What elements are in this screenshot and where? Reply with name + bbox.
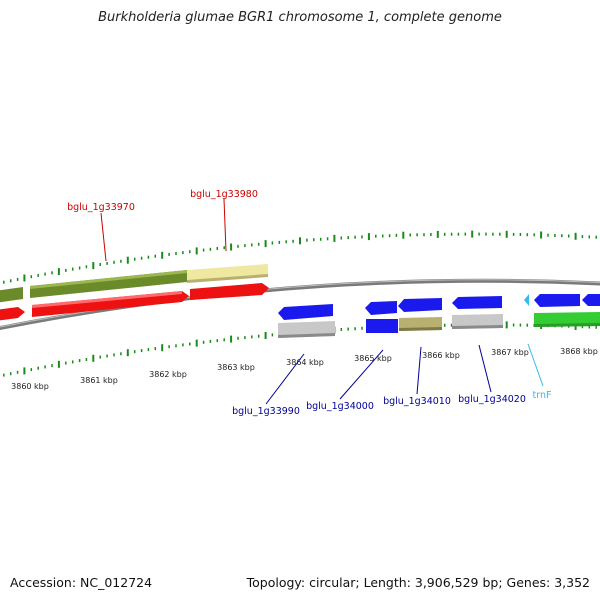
reverse-gene-track bbox=[278, 312, 600, 338]
forward-gene-track bbox=[0, 264, 268, 303]
cds-arrow[interactable] bbox=[190, 283, 269, 300]
gene-segment[interactable] bbox=[187, 274, 268, 283]
reverse-labels: bglu_1g33990 bglu_1g34000 bglu_1g34010 b… bbox=[232, 343, 552, 417]
cds-arrow[interactable] bbox=[534, 294, 580, 307]
gene-label[interactable]: bglu_1g34000 bbox=[306, 401, 374, 412]
cds-arrow[interactable] bbox=[365, 301, 397, 315]
genome-title: Burkholderia glumae BGR1 chromosome 1, c… bbox=[98, 10, 502, 25]
cds-arrow-shade bbox=[32, 291, 182, 308]
gene-segment[interactable] bbox=[452, 325, 503, 329]
cds-arrow[interactable] bbox=[398, 298, 442, 312]
scale-label: 3867 kbp bbox=[491, 348, 529, 357]
scale-labels: 3860 kbp 3861 kbp 3862 kbp 3863 kbp 3864 kbp… bbox=[11, 347, 598, 391]
gene-label[interactable]: bglu_1g33980 bbox=[190, 189, 258, 200]
genome-summary: Topology: circular; Length: 3,906,529 bp… bbox=[246, 575, 590, 590]
cds-arrow[interactable] bbox=[452, 296, 502, 309]
outer-tick-ring bbox=[3, 230, 597, 284]
rna-segment[interactable] bbox=[534, 323, 600, 327]
label-leader bbox=[478, 344, 492, 393]
forward-labels: bglu_1g33970 bglu_1g33980 bbox=[67, 189, 258, 262]
scale-label: 3866 kbp bbox=[422, 351, 460, 360]
genome-backbone-highlight bbox=[0, 279, 600, 328]
trna-arrow[interactable] bbox=[524, 294, 529, 306]
cds-arrow[interactable] bbox=[0, 307, 25, 321]
scale-label: 3864 kbp bbox=[286, 358, 324, 367]
gene-segment[interactable] bbox=[30, 270, 187, 289]
gene-label[interactable]: bglu_1g34010 bbox=[383, 396, 451, 407]
label-leader bbox=[100, 212, 107, 262]
cds-arrow[interactable] bbox=[278, 304, 333, 320]
label-leader bbox=[416, 346, 422, 395]
cds-block[interactable] bbox=[366, 319, 398, 333]
reverse-cds-track bbox=[278, 294, 600, 333]
label-leader bbox=[265, 353, 305, 405]
cds-arrow[interactable] bbox=[582, 294, 600, 306]
gene-segment[interactable] bbox=[0, 287, 23, 303]
accession-label: Accession: NC_012724 bbox=[10, 575, 153, 590]
scale-label: 3860 kbp bbox=[11, 382, 49, 391]
gene-label[interactable]: bglu_1g33990 bbox=[232, 406, 300, 417]
scale-label: 3863 kbp bbox=[217, 363, 255, 372]
scale-label: 3861 kbp bbox=[80, 376, 118, 385]
genome-backbone bbox=[0, 278, 600, 331]
scale-label: 3862 kbp bbox=[149, 370, 187, 379]
gene-label[interactable]: bglu_1g34020 bbox=[458, 394, 526, 405]
trna-label[interactable]: trnF bbox=[533, 390, 552, 401]
cds-arrow[interactable] bbox=[32, 291, 189, 317]
gene-label[interactable]: bglu_1g33970 bbox=[67, 202, 135, 213]
label-leader bbox=[339, 349, 384, 400]
scale-label: 3865 kbp bbox=[354, 354, 392, 363]
forward-cds-track bbox=[0, 283, 269, 321]
gene-segment[interactable] bbox=[278, 333, 335, 338]
gene-segment[interactable] bbox=[399, 327, 442, 331]
label-leader bbox=[527, 343, 544, 387]
scale-label: 3868 kbp bbox=[560, 347, 598, 356]
label-leader bbox=[223, 198, 227, 252]
